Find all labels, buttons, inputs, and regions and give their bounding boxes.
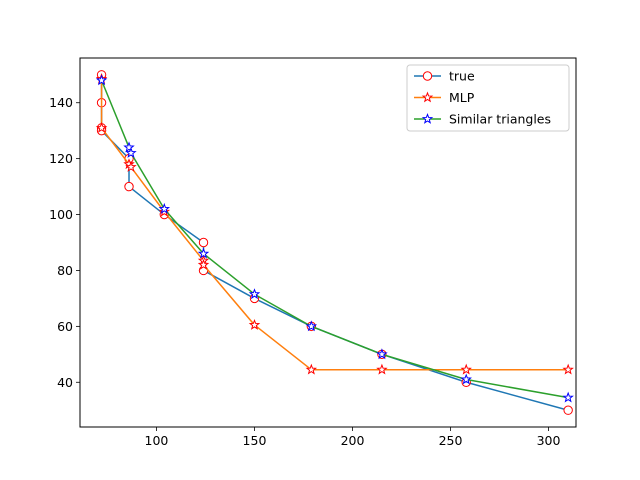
legend-marker bbox=[422, 71, 433, 81]
data-point bbox=[197, 247, 210, 259]
data-point bbox=[562, 363, 574, 375]
y-axis: 40 60 80 100 120 140 bbox=[49, 95, 80, 390]
data-point bbox=[460, 373, 472, 385]
data-point bbox=[460, 363, 472, 375]
y-tick-label: 100 bbox=[49, 207, 73, 222]
legend-marker bbox=[421, 112, 434, 124]
legend-item: MLP bbox=[414, 90, 475, 105]
x-tick-label: 100 bbox=[145, 433, 169, 448]
legend-label: Similar triangles bbox=[449, 112, 551, 127]
series-2 bbox=[95, 74, 574, 403]
plot-frame bbox=[79, 57, 577, 428]
legend-item: Similar triangles bbox=[414, 112, 551, 127]
data-point bbox=[376, 363, 388, 375]
y-tick-label: 60 bbox=[57, 319, 73, 334]
legend-label: true bbox=[449, 69, 475, 84]
data-point bbox=[158, 202, 171, 214]
y-tick-label: 40 bbox=[57, 375, 73, 390]
legend-marker bbox=[421, 91, 434, 103]
data-point bbox=[123, 141, 135, 153]
data-point bbox=[124, 181, 134, 192]
y-tick-label: 140 bbox=[49, 95, 73, 110]
legend-box bbox=[406, 64, 570, 132]
data-point bbox=[95, 121, 108, 133]
legend-item: true bbox=[414, 69, 475, 84]
data-point bbox=[305, 320, 318, 332]
y-tick-label: 120 bbox=[49, 151, 73, 166]
data-point bbox=[125, 160, 137, 172]
series-1 bbox=[95, 72, 574, 375]
x-tick-label: 250 bbox=[439, 433, 463, 448]
data-point bbox=[248, 288, 261, 300]
x-axis: 100 150 200 250 300 bbox=[145, 427, 561, 448]
series-layer bbox=[95, 70, 574, 415]
data-point bbox=[197, 258, 210, 270]
data-point bbox=[248, 318, 261, 330]
x-tick-label: 200 bbox=[341, 433, 365, 448]
data-point bbox=[198, 237, 209, 248]
data-point bbox=[305, 363, 318, 375]
y-tick-label: 80 bbox=[57, 263, 73, 278]
x-tick-label: 150 bbox=[243, 433, 267, 448]
legend-label: MLP bbox=[449, 90, 475, 105]
data-point bbox=[125, 147, 137, 158]
legend: true MLP Similar triangles bbox=[406, 64, 570, 132]
data-point bbox=[95, 74, 108, 86]
data-point bbox=[563, 405, 573, 415]
data-point bbox=[376, 348, 388, 360]
x-tick-label: 300 bbox=[537, 433, 561, 448]
data-point bbox=[562, 391, 574, 403]
